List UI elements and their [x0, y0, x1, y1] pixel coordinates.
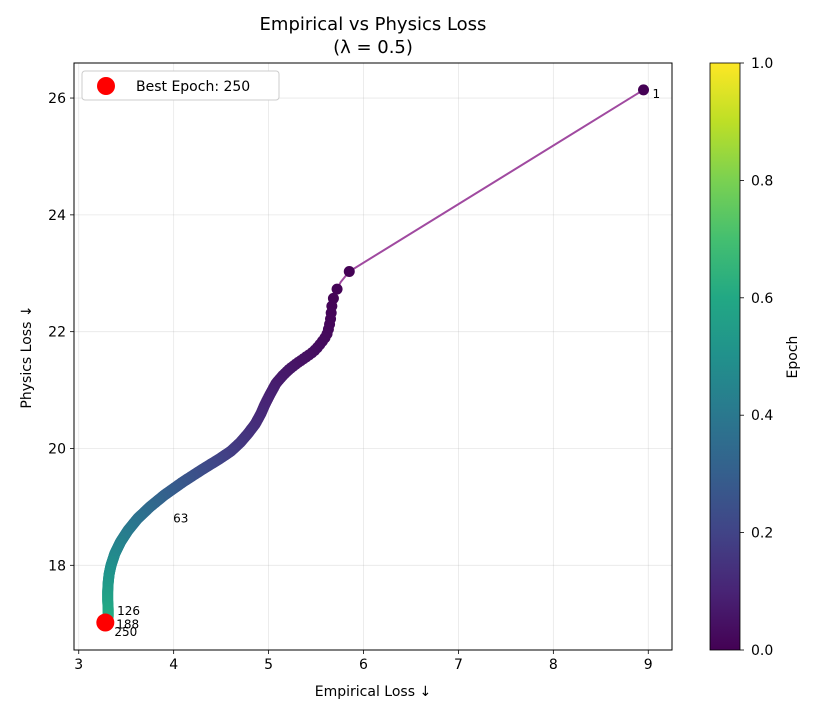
epoch-label: 250: [114, 625, 137, 639]
colorbar-tick-label: 0.4: [751, 408, 773, 424]
epoch-label: 63: [173, 512, 188, 526]
grid: [74, 63, 672, 650]
epoch-point: [343, 266, 355, 278]
colorbar-ticks: 0.0 0.2 0.4 0.6 0.8 1.0: [740, 56, 773, 659]
legend: Best Epoch: 250: [81, 70, 280, 101]
epoch-point: [331, 283, 343, 295]
x-tick-label: 4: [169, 657, 178, 673]
colorbar-tick-label: 0.2: [751, 526, 773, 542]
colorbar-tick-label: 0.8: [751, 173, 773, 189]
x-tick-label: 9: [644, 657, 653, 673]
chart-subtitle: (λ = 0.5): [333, 37, 413, 58]
legend-box: [81, 70, 280, 101]
y-tick-label: 20: [48, 441, 66, 457]
legend-marker: [97, 77, 115, 95]
x-tick-label: 8: [549, 657, 558, 673]
colorbar-label: Epoch: [785, 336, 801, 379]
y-tick-label: 22: [48, 325, 66, 341]
trajectory-points: [96, 84, 650, 632]
chart-title: Empirical vs Physics Loss: [260, 14, 487, 35]
trajectory-line: [106, 89, 645, 622]
best-epoch-point: [96, 613, 115, 632]
y-tick-label: 18: [48, 558, 66, 574]
trajectory-path: [106, 89, 645, 622]
plot-frame: [73, 62, 673, 651]
x-tick-label: 7: [454, 657, 463, 673]
colorbar-tick-label: 1.0: [751, 56, 773, 72]
y-tick-label: 26: [48, 91, 66, 107]
epoch-label: 1: [653, 87, 661, 101]
epoch-point: [638, 84, 650, 96]
colorbar-tick-label: 0.6: [751, 291, 773, 307]
x-axis-label: Empirical Loss ↓: [315, 684, 431, 700]
colorbar-gradient: [709, 62, 741, 651]
epoch-label: 126: [117, 604, 140, 618]
x-tick-label: 6: [359, 657, 368, 673]
x-tick-label: 5: [264, 657, 273, 673]
x-tick-label: 3: [74, 657, 83, 673]
legend-label: Best Epoch: 250: [136, 79, 250, 95]
colorbar-tick-label: 0.0: [751, 643, 773, 659]
y-axis-label: Physics Loss ↓: [19, 305, 35, 408]
colorbar: 0.0 0.2 0.4 0.6 0.8 1.0 Epoch: [709, 56, 801, 659]
epoch-label: 188: [116, 618, 139, 632]
axis-ticks: 3 4 5 6 7 8 9 18 20 22 24 26: [48, 91, 653, 673]
y-tick-label: 24: [48, 208, 66, 224]
